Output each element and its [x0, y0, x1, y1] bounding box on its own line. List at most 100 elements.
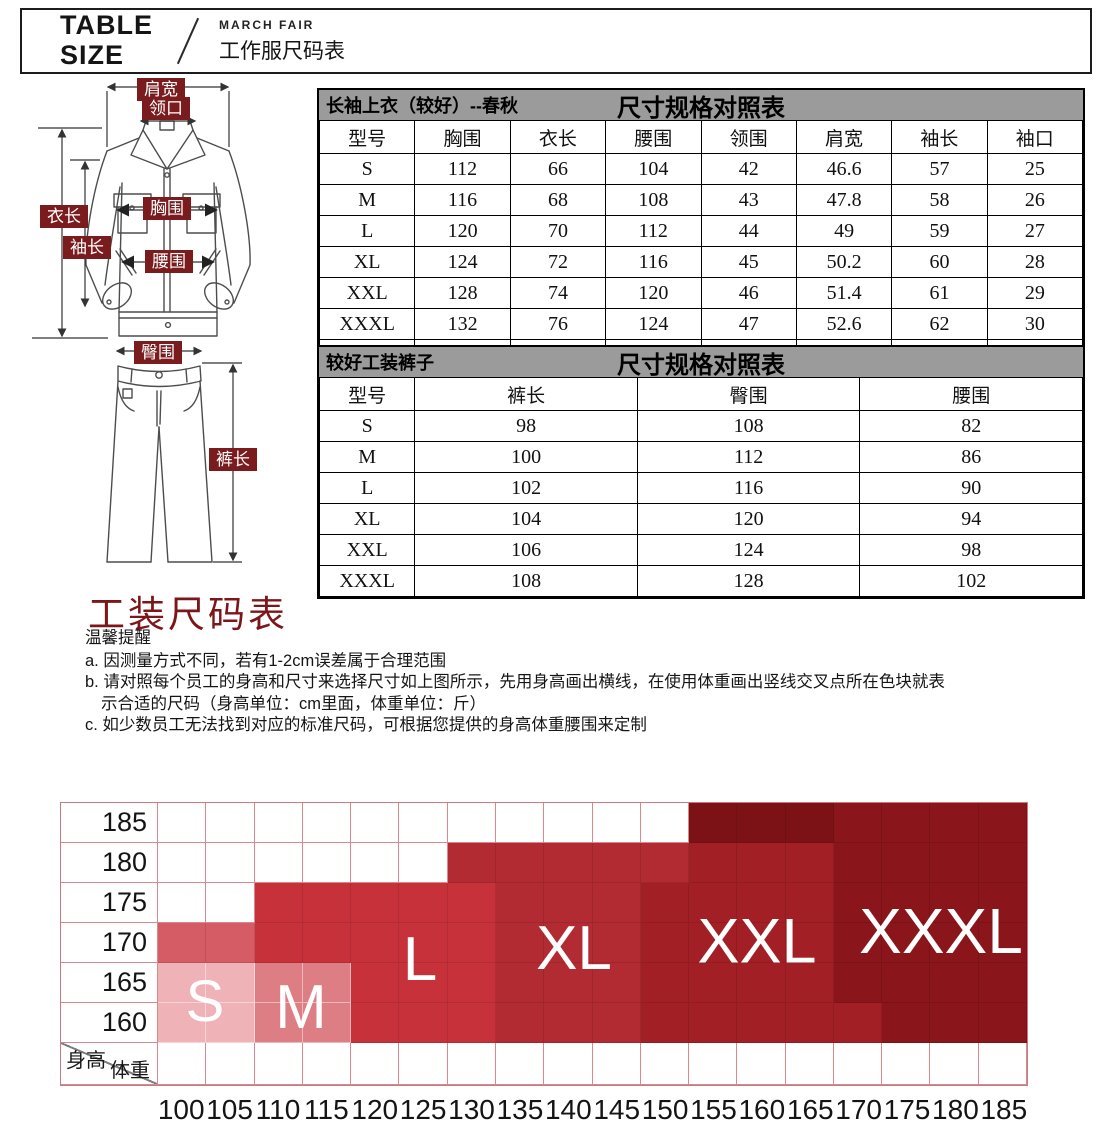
table-cell: 62 — [891, 308, 988, 340]
tag-sleeve-length: 袖长 — [63, 236, 111, 260]
grid-cell — [592, 1043, 641, 1085]
table-cell: 30 — [986, 308, 1084, 340]
table-cell: 116 — [605, 246, 702, 278]
heat-cell — [640, 883, 690, 923]
table-cell: 74 — [509, 277, 607, 309]
table-cell: 124 — [414, 246, 511, 278]
tag-waist-girth: 腰围 — [145, 250, 193, 274]
x-tick: 130 — [448, 1094, 495, 1125]
heat-cell — [737, 843, 786, 883]
heat-cell — [978, 803, 1027, 843]
heat-cell — [592, 963, 641, 1003]
column-header: 型号 — [318, 120, 416, 154]
heat-cell — [544, 843, 593, 883]
grid-cell — [351, 843, 400, 883]
grid-cell — [254, 1043, 303, 1085]
grid-cell — [158, 843, 207, 883]
heat-cell — [882, 963, 931, 1003]
heat-cell — [399, 1003, 448, 1043]
table-cell: 120 — [414, 215, 511, 247]
grid-cell — [495, 803, 545, 843]
grid-cell — [302, 803, 352, 843]
table-cell: S — [318, 410, 416, 442]
heat-cell — [447, 1003, 496, 1043]
table-cell: XXL — [318, 277, 416, 309]
heat-cell — [882, 1003, 931, 1043]
grid-cell — [206, 1043, 255, 1085]
table-cell: 57 — [891, 153, 988, 185]
column-header: 胸围 — [414, 120, 511, 154]
heat-cell — [351, 963, 400, 1003]
column-header: 肩宽 — [795, 120, 893, 154]
heat-cell — [544, 883, 593, 923]
tag-shoulder-width: 肩宽 — [137, 78, 185, 102]
heat-cell — [882, 843, 931, 883]
table-cell: 116 — [636, 472, 861, 504]
heat-cell — [930, 1003, 979, 1043]
table-cell: 76 — [509, 308, 607, 340]
grid-cell — [206, 843, 255, 883]
section-title: 工装尺码表 — [88, 594, 288, 635]
grid-cell — [592, 803, 641, 843]
table-cell: 51.4 — [795, 277, 893, 309]
table-cell: 49 — [795, 215, 893, 247]
size-region-label: M — [275, 973, 327, 1042]
table-header-bar: 尺寸规格对照表 长袖上衣（较好）--春秋 — [319, 90, 1083, 122]
y-tick: 175 — [61, 883, 158, 923]
heatmap-grid: 185 180 175 170 165 160 身高 体重 — [60, 802, 1028, 1086]
heat-cell — [737, 1003, 786, 1043]
table-row: XXXL 132 76 124 47 52.6 62 30 — [318, 308, 1084, 340]
heat-cell — [206, 963, 255, 1003]
heat-cell — [737, 803, 786, 843]
grid-cell — [833, 1043, 883, 1085]
heat-cell — [930, 883, 979, 923]
grid-cell — [302, 1043, 352, 1085]
table-cell: 104 — [605, 153, 702, 185]
heat-cell — [158, 923, 207, 963]
column-header: 裤长 — [414, 377, 638, 411]
heat-cell — [302, 963, 352, 1003]
pants-spec-table: 型号 裤长 臀围 腰围 S 98 108 82 M 100 112 86 L 102 116 90 XL 104… — [318, 377, 1083, 597]
heat-cell — [833, 923, 883, 963]
table-cell: 28 — [986, 246, 1084, 278]
axis-corner: 身高 体重 — [61, 1043, 158, 1085]
table-row: S 98 108 82 — [318, 410, 1083, 442]
grid-cell — [544, 803, 593, 843]
heat-cell — [447, 923, 496, 963]
table-cell: 46.6 — [795, 153, 893, 185]
grid-cell — [640, 803, 690, 843]
heat-cell — [592, 1003, 641, 1043]
heat-cell — [689, 1003, 738, 1043]
column-header: 腰围 — [605, 120, 702, 154]
table-row: S 112 66 104 42 46.6 57 25 — [318, 153, 1084, 185]
table-cell: 104 — [414, 503, 638, 535]
table-cell: 90 — [859, 472, 1083, 504]
column-header: 衣长 — [509, 120, 607, 154]
heat-cell — [302, 883, 352, 923]
table-cell: 72 — [509, 246, 607, 278]
note-line: b. 请对照每个员工的身高和尺寸来选择尺寸如上图所示，先用身高画出横线，在使用体… — [85, 673, 945, 691]
x-tick: 100 — [157, 1094, 205, 1125]
heat-cell — [978, 883, 1027, 923]
table-cell: 98 — [414, 410, 638, 442]
table-cell: 112 — [414, 153, 511, 185]
table-row: XL 104 120 94 — [318, 503, 1083, 535]
grid-cell — [302, 843, 352, 883]
table-cell: 42 — [700, 153, 797, 185]
heat-cell — [785, 843, 834, 883]
table-cell: 25 — [986, 153, 1084, 185]
size-region-label: S — [185, 969, 225, 1034]
heat-cell — [544, 963, 593, 1003]
grid-cell — [640, 1043, 690, 1085]
table-cell: 112 — [636, 441, 861, 473]
table-row: L 102 116 90 — [318, 472, 1083, 504]
table-cell: 108 — [605, 184, 702, 216]
heat-cell — [882, 883, 931, 923]
table-cell: 58 — [891, 184, 988, 216]
table-row: XXL 128 74 120 46 51.4 61 29 — [318, 277, 1084, 309]
notes-block: 温馨提醒 a. 因测量方式不同，若有1-2cm误差属于合理范围 b. 请对照每个员… — [85, 628, 945, 737]
column-header: 袖口 — [986, 120, 1084, 154]
heat-cell — [978, 843, 1027, 883]
grid-cell — [447, 1043, 496, 1085]
table-cell: 27 — [986, 215, 1084, 247]
